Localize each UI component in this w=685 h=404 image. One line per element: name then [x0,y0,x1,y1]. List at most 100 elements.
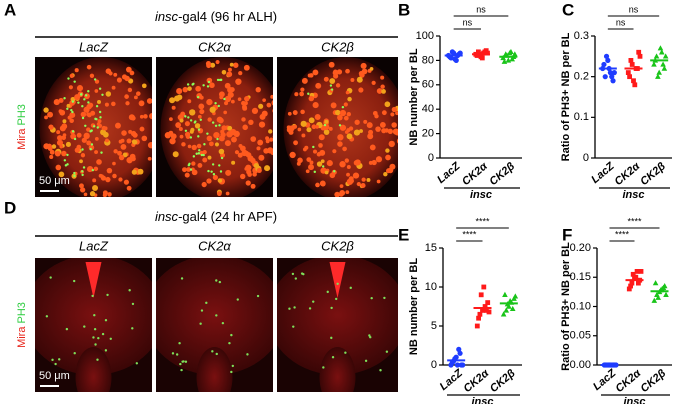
cell [172,151,179,158]
cell [74,68,79,73]
dot [484,308,489,313]
dot [482,304,488,309]
cell [319,180,326,187]
x-tick-label: CK2α [461,367,492,395]
cell [368,160,373,165]
dot [478,292,484,298]
cell [114,122,121,129]
mitotic-cell [189,136,193,139]
cell [74,147,80,153]
mitotic-cell [65,327,69,331]
cell [294,92,299,97]
mitotic-cell [294,277,298,280]
mitotic-cell [214,102,217,105]
dot [656,69,662,75]
cell [344,130,349,134]
cell [229,62,234,67]
cell [79,183,84,189]
cell [307,73,312,78]
mitotic-cell [205,301,208,305]
dot [449,49,455,55]
mitotic-cell [200,153,204,157]
cell [381,128,387,134]
cell [131,139,137,144]
cell [127,87,133,93]
cell [51,144,57,149]
cell [257,139,264,146]
mitotic-cell [230,333,233,337]
cell [385,168,392,174]
cell [168,130,174,136]
x-axis-title: insc [470,189,492,201]
x-axis-title: insc [471,396,493,404]
mitotic-cell [195,152,198,155]
cell [195,85,202,92]
dot [657,45,664,51]
cell [121,130,127,136]
cell [118,154,125,161]
dot [655,73,661,79]
mitotic-cell [109,337,112,340]
cell [343,115,349,121]
mitotic-cell [175,353,179,356]
cell [86,166,94,173]
cell [296,161,301,166]
y-tick-label: 10 [425,281,437,293]
cell [332,69,339,76]
cell [293,140,299,146]
cell [143,114,148,119]
dot [512,293,519,299]
cell [328,126,333,131]
dot [609,74,615,80]
x-tick-label: CK2α [612,160,643,188]
mitotic-cell [93,328,97,331]
dot [506,50,513,56]
cns [156,258,273,375]
cell [106,167,113,174]
cell [242,104,247,110]
mitotic-cell [228,341,231,345]
dot [660,284,667,290]
cell [94,79,100,84]
mitotic-cell [71,100,75,103]
mitotic-cell [211,163,215,166]
dot [663,291,669,297]
stain-red: Mira [16,326,28,348]
cell [56,135,63,141]
mitotic-cell [202,84,205,87]
x-tick-label: CK2β [488,367,518,395]
mitotic-cell [288,307,291,310]
cns [319,347,356,392]
cell [49,149,55,155]
cell [112,161,116,166]
cell [388,140,395,148]
cell [125,66,132,73]
dot [636,49,642,55]
cell [138,100,145,107]
mitotic-cell [90,143,94,146]
midline [85,262,102,298]
cell [385,148,390,153]
significance-label: **** [615,229,630,239]
mitotic-cell [322,366,325,369]
cell [332,149,337,154]
cell [79,159,83,164]
cell [339,190,346,196]
cell [242,124,248,131]
dot [460,362,466,368]
mitotic-cell [292,325,295,328]
cell [69,118,74,124]
cell [300,120,307,127]
mitotic-cell [89,130,92,133]
cell [54,150,61,157]
cell [330,102,337,109]
x-tick-label: CK2β [487,160,517,188]
cell [319,149,326,156]
cell [237,152,243,158]
dot [633,274,639,280]
mitotic-cell [71,110,74,114]
cell [334,191,341,197]
genotype: insc [155,209,179,224]
mitotic-cell [101,332,105,336]
cell [53,99,60,106]
